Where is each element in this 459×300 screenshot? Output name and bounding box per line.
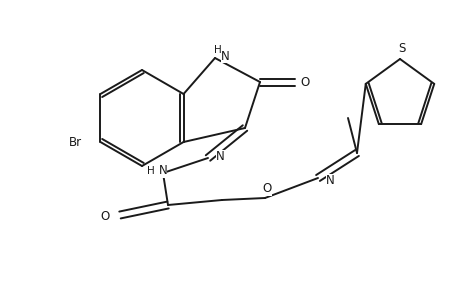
Text: H: H — [147, 166, 155, 176]
Text: Br: Br — [69, 136, 82, 148]
Text: N: N — [158, 164, 167, 178]
Text: H: H — [213, 45, 221, 55]
Text: N: N — [325, 173, 334, 187]
Text: N: N — [220, 50, 229, 62]
Text: O: O — [300, 76, 309, 88]
Text: O: O — [262, 182, 271, 196]
Text: S: S — [397, 43, 405, 56]
Text: N: N — [216, 149, 224, 163]
Text: O: O — [101, 211, 110, 224]
